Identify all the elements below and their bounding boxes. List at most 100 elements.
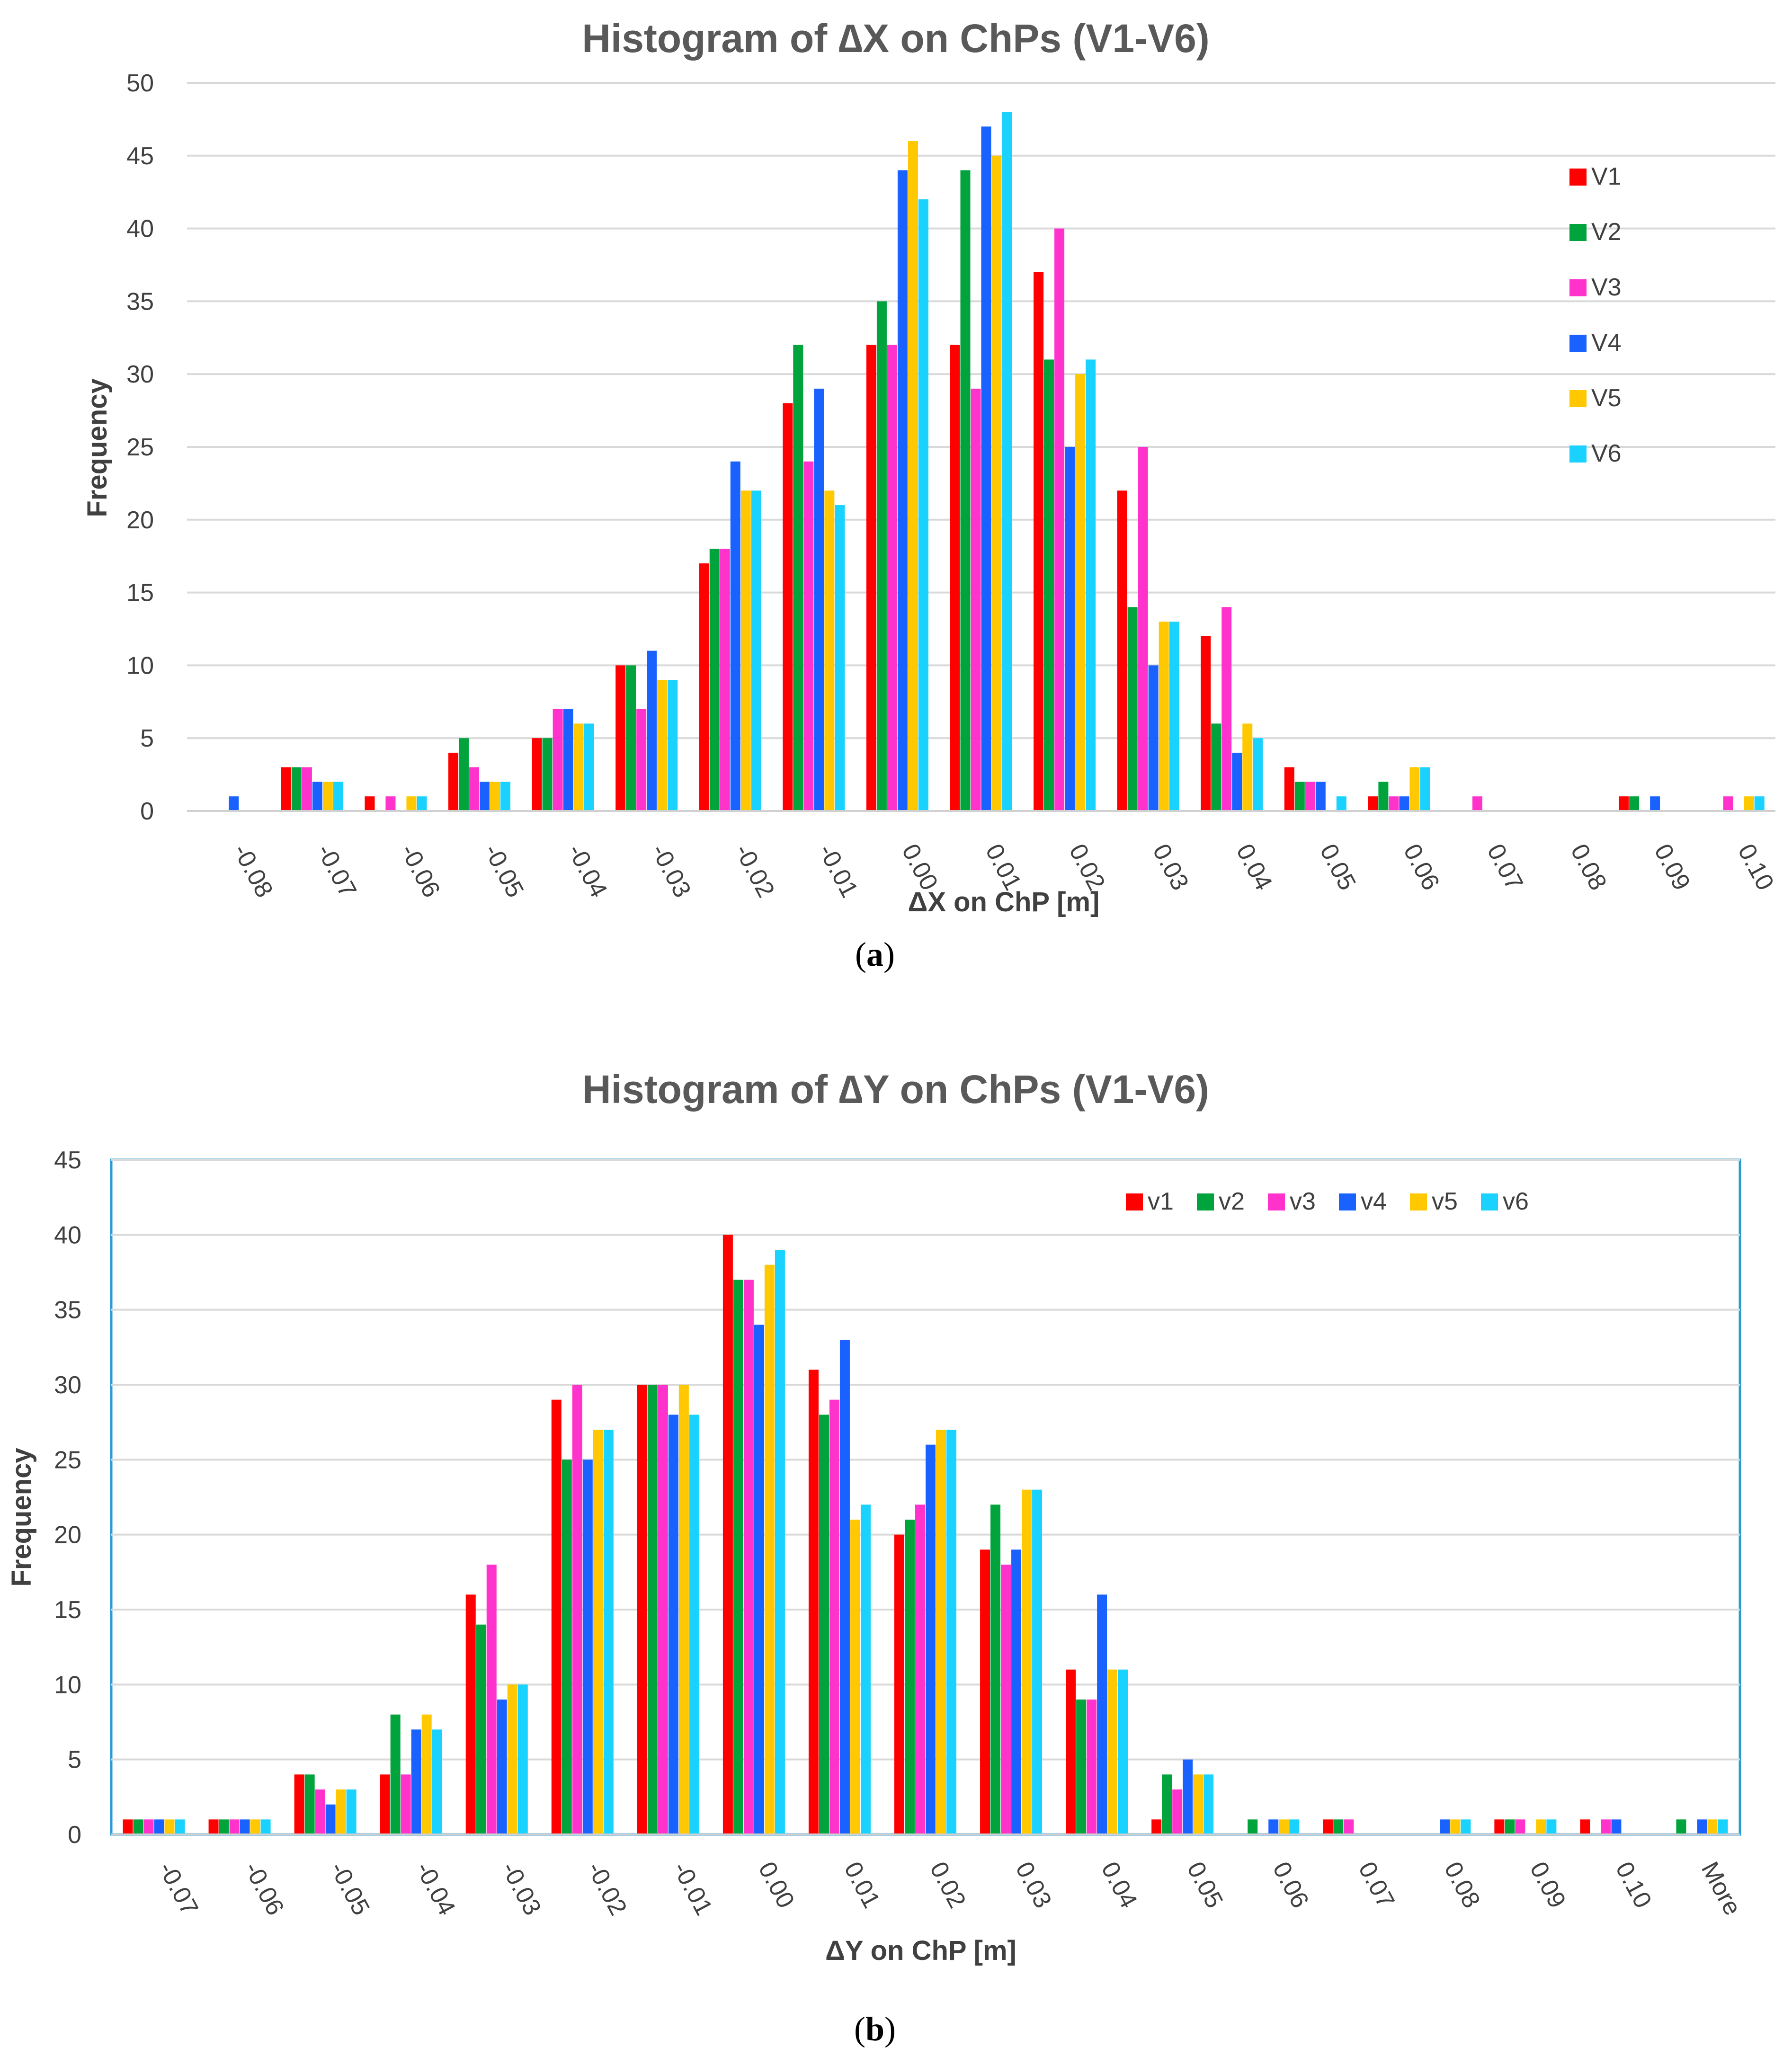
chart-b-bar-v3-0.03 bbox=[1001, 1565, 1011, 1834]
chart-a-bar-v3--0.06 bbox=[385, 796, 396, 811]
chart-b-bar-v5-0.09 bbox=[1536, 1819, 1546, 1834]
chart-a-bar-v5-0.01 bbox=[991, 155, 1002, 811]
chart-a-bar-v2--0.07 bbox=[291, 767, 302, 811]
chart-b-bar-v2-More bbox=[1676, 1819, 1686, 1834]
chart-a-bar-v5--0.07 bbox=[322, 782, 333, 811]
chart-a-bar-v1--0.01 bbox=[783, 403, 793, 811]
chart-a-x-axis-label: ΔX on ChP [m] bbox=[908, 887, 1100, 917]
chart-b-bar-v5--0.02 bbox=[593, 1430, 603, 1834]
chart-a-bar-v3--0.07 bbox=[302, 767, 312, 811]
chart-b-y-tick-label: 35 bbox=[54, 1297, 81, 1324]
chart-a-y-tick-label: 50 bbox=[126, 70, 154, 97]
chart-b-legend-swatch-v2 bbox=[1197, 1193, 1214, 1210]
chart-b-bar-v2--0.07 bbox=[133, 1819, 143, 1834]
chart-b: Histogram of ∆Y on ChPs (V1-V6) 0 5 10 15 20… bbox=[6, 1067, 1747, 2048]
chart-a-bar-v2-0.00 bbox=[876, 301, 887, 811]
chart-b-bar-v4-0.10 bbox=[1611, 1819, 1622, 1834]
chart-b-bar-v1--0.06 bbox=[208, 1819, 219, 1834]
chart-a-bar-v6-0.06 bbox=[1420, 767, 1430, 811]
chart-b-bar-v3-0.02 bbox=[915, 1504, 925, 1834]
chart-a-legend-swatch-v5 bbox=[1569, 390, 1587, 407]
chart-b-bar-v4--0.06 bbox=[240, 1819, 250, 1834]
chart-a-bar-v2-0.04 bbox=[1211, 723, 1221, 811]
chart-a-bars bbox=[229, 112, 1765, 811]
chart-a-bar-v6-0.04 bbox=[1253, 738, 1263, 811]
chart-b-bar-v3--0.04 bbox=[401, 1774, 411, 1834]
chart-b-bar-v4-0.03 bbox=[1011, 1549, 1022, 1834]
chart-b-bar-v3--0.01 bbox=[658, 1385, 668, 1834]
chart-a-bar-v5-0.04 bbox=[1242, 723, 1253, 811]
chart-b-y-tick-label: 25 bbox=[54, 1446, 81, 1474]
chart-a-bar-v6--0.06 bbox=[417, 796, 427, 811]
chart-b-bar-v6-0.03 bbox=[1032, 1489, 1043, 1834]
chart-a-bar-v3--0.04 bbox=[553, 709, 563, 811]
chart-b-bar-v3-0.05 bbox=[1172, 1789, 1183, 1834]
chart-b-bar-v3-0.04 bbox=[1087, 1700, 1097, 1834]
chart-a-bar-v4--0.02 bbox=[730, 461, 740, 811]
chart-b-legend-swatch-v5 bbox=[1410, 1193, 1427, 1210]
chart-b-bar-v5--0.05 bbox=[336, 1789, 346, 1834]
chart-a-bar-v6--0.02 bbox=[751, 490, 761, 811]
chart-b-bar-v4-0.00 bbox=[754, 1325, 764, 1834]
chart-a-legend-label-v5: V5 bbox=[1591, 384, 1622, 412]
chart-b-legend-label-v1: v1 bbox=[1148, 1188, 1174, 1215]
chart-a-bar-v2-0.01 bbox=[960, 170, 971, 811]
chart-b-bar-v6--0.07 bbox=[175, 1819, 185, 1834]
chart-a-bar-v6--0.04 bbox=[584, 723, 594, 811]
chart-a-legend-swatch-v6 bbox=[1569, 445, 1587, 463]
chart-a-legend-swatch-v1 bbox=[1569, 169, 1587, 186]
chart-b-bar-v6--0.02 bbox=[603, 1430, 614, 1834]
chart-a-bar-v2--0.05 bbox=[459, 738, 469, 811]
chart-b-bar-v4-0.06 bbox=[1268, 1819, 1279, 1834]
chart-a-title: Histogram of ∆X on ChPs (V1-V6) bbox=[582, 16, 1210, 61]
chart-a-bar-v1--0.04 bbox=[532, 738, 542, 811]
chart-a-bar-v4--0.08 bbox=[229, 796, 239, 811]
chart-a-bar-v1--0.07 bbox=[281, 767, 291, 811]
chart-b-bar-v4--0.04 bbox=[411, 1729, 421, 1834]
chart-a-legend-swatch-v3 bbox=[1569, 279, 1587, 296]
chart-b-bar-v3--0.05 bbox=[315, 1789, 325, 1834]
chart-a-bar-v4--0.07 bbox=[312, 782, 322, 811]
chart-a-bar-v3-0.05 bbox=[1305, 782, 1315, 811]
chart-b-bar-v3--0.03 bbox=[486, 1565, 497, 1834]
chart-a-bar-v1--0.06 bbox=[365, 796, 375, 811]
chart-b-bar-v6-0.05 bbox=[1204, 1774, 1214, 1834]
chart-a-y-tick-label: 5 bbox=[140, 725, 154, 752]
chart-a-bar-v6-0.03 bbox=[1169, 622, 1179, 811]
chart-b-bar-v4--0.05 bbox=[325, 1804, 336, 1834]
chart-b-bar-v2--0.01 bbox=[647, 1385, 658, 1834]
chart-a-bar-v2--0.04 bbox=[542, 738, 553, 811]
chart-a-bar-v1-0.05 bbox=[1284, 767, 1294, 811]
chart-a-bar-v2-0.09 bbox=[1629, 796, 1640, 811]
chart-b-bar-v6--0.03 bbox=[517, 1684, 528, 1834]
chart-b-bar-v6-0.04 bbox=[1118, 1669, 1128, 1834]
chart-a-y-axis-label: Frequency bbox=[82, 378, 113, 517]
chart-b-bar-v1-0.01 bbox=[808, 1370, 819, 1834]
chart-b-y-tick-label: 0 bbox=[68, 1821, 81, 1849]
chart-a-bar-v1-0.01 bbox=[950, 345, 960, 811]
chart-b-bar-v3-0.00 bbox=[743, 1280, 754, 1834]
chart-b-bar-v3--0.06 bbox=[229, 1819, 240, 1834]
chart-b-bar-v6-0.01 bbox=[860, 1504, 871, 1834]
chart-b-bar-v1-0.03 bbox=[980, 1549, 990, 1834]
chart-b-bar-v5-0.00 bbox=[764, 1264, 775, 1834]
chart-a-bar-v5--0.01 bbox=[824, 490, 835, 811]
chart-b-bar-v5-More bbox=[1707, 1819, 1718, 1834]
chart-b-bar-v4-0.02 bbox=[926, 1444, 936, 1834]
chart-b-bar-v4--0.01 bbox=[668, 1415, 678, 1834]
chart-a-bar-v6-0.01 bbox=[1002, 112, 1012, 811]
chart-a-bar-v3--0.03 bbox=[636, 709, 647, 811]
chart-b-bar-v2-0.05 bbox=[1162, 1774, 1172, 1834]
chart-b-y-tick-label: 20 bbox=[54, 1522, 81, 1549]
chart-a-y-tick-label: 30 bbox=[126, 361, 154, 388]
chart-b-bar-v4--0.02 bbox=[582, 1460, 593, 1834]
chart-b-legend-swatch-v4 bbox=[1339, 1193, 1356, 1210]
chart-b-bar-v1--0.07 bbox=[123, 1819, 133, 1834]
chart-b-bar-v5-0.06 bbox=[1279, 1819, 1289, 1834]
chart-a-y-tick-label: 45 bbox=[126, 142, 154, 170]
chart-a-bar-v4-0.05 bbox=[1315, 782, 1326, 811]
chart-a-bar-v1-0.03 bbox=[1117, 490, 1127, 811]
chart-a-bar-v3-0.06 bbox=[1389, 796, 1399, 811]
chart-a-caption-letter: a bbox=[866, 935, 883, 973]
